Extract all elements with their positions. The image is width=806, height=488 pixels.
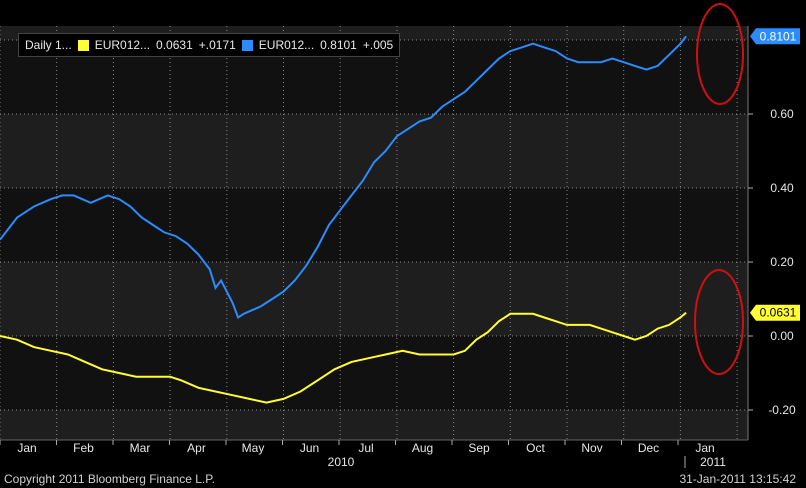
axis-area [0,440,806,488]
y-tick-label: 0.60 [770,107,794,121]
x-tick-label: Mar [130,441,151,455]
x-year-label: 2011 [700,455,726,469]
x-tick-label: Jul [358,441,373,455]
last-value-label: 0.8101 [760,29,797,43]
x-tick-label: Dec [638,441,659,455]
grid-lines [0,26,748,440]
x-tick-label: Aug [412,441,433,455]
copyright-text: Copyright 2011 Bloomberg Finance L.P. [4,472,216,486]
background-band [0,262,748,336]
x-tick-label: Nov [581,441,602,455]
legend: Daily 1... EUR012... 0.0631 +.0171 EUR01… [18,33,401,57]
background-bands [0,26,806,488]
background-band [0,114,748,188]
x-tick-label: Apr [187,441,206,455]
last-value-label: 0.0631 [760,306,797,320]
series-line-1 [0,35,687,320]
legend-series-2-label: EUR012... [258,38,315,52]
legend-series-1-last: 0.0631 [156,38,193,52]
y-axis: 0.60 0.40 0.20 0.00 -0.20 0.8101 0.0631 [747,26,800,440]
x-tick-label: May [242,441,265,455]
series-line-2 [0,311,687,404]
last-value-tag [750,304,800,321]
legend-series-2-change: +.005 [362,38,394,52]
legend-ticker-label: Daily 1... [25,38,72,52]
legend-series-1-label: EUR012... [94,38,151,52]
legend-series-2-last: 0.8101 [320,38,357,52]
legend-series-1-change: +.0171 [198,38,236,52]
y-tick-label: 0.20 [770,255,794,269]
legend-swatch-blue [241,39,253,51]
x-tick-label: Jan [695,441,714,455]
x-tick-label: Sep [468,441,490,455]
x-axis: Jan Feb Mar Apr May Jun Jul Aug Sep Oct Nov Dec Jan2… [0,439,748,469]
highlight-circles [694,3,744,375]
y-tick-label: 0.00 [770,329,794,343]
x-tick-label: Feb [73,441,94,455]
y-tick-label: 0.40 [770,181,794,195]
x-tick-label: Oct [526,441,545,455]
x-year-label: 2010 [328,455,355,469]
x-tick-label: Jun [300,441,319,455]
background-band [0,188,748,262]
background-band [0,410,748,440]
highlight-ellipse-top [696,3,744,105]
series-lines [0,35,687,404]
timestamp-text: 31-Jan-2011 13:15:42 [679,472,796,486]
legend-swatch-yellow [77,39,89,51]
highlight-ellipse-bottom [694,269,744,375]
background-band [0,336,748,410]
y-tick-label: -0.20 [768,403,796,417]
last-value-tag [750,28,800,45]
x-tick-label: Jan [17,441,36,455]
